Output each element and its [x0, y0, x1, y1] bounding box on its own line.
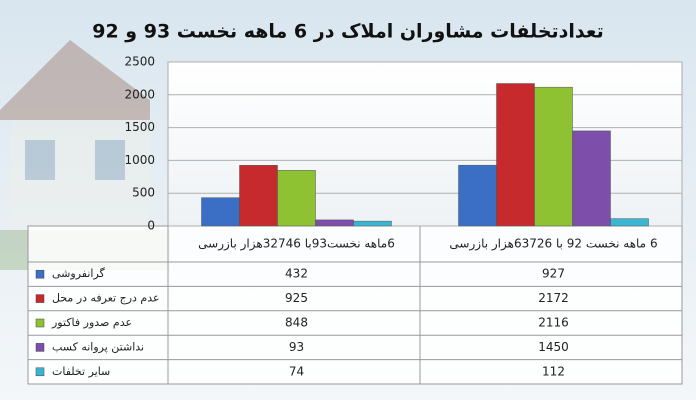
table-value: 432 [285, 267, 308, 281]
legend-swatch [35, 294, 45, 303]
bar [201, 197, 240, 227]
bar [458, 164, 497, 227]
bar [496, 83, 535, 227]
bar [353, 220, 392, 227]
y-tick-label: 2000 [124, 87, 155, 101]
bar [315, 219, 354, 227]
table-value: 1450 [538, 340, 569, 354]
legend-label: گرانفروشی [52, 267, 106, 280]
y-tick-label: 1500 [124, 120, 155, 134]
legend-swatch [35, 318, 45, 328]
y-tick-label: 2500 [124, 55, 155, 69]
table-value: 927 [542, 267, 565, 281]
table-value: 112 [542, 364, 565, 378]
table-value: 2116 [538, 316, 569, 330]
category-label: 6ماهه نخست93با 32746هزار بازرسی [198, 237, 395, 252]
table-value: 925 [285, 291, 308, 305]
table-value: 2172 [538, 291, 569, 305]
bar [610, 218, 649, 227]
legend-label: عدم درج تعرفه در محل [52, 292, 160, 305]
bar [534, 86, 573, 227]
table-value: 93 [289, 340, 304, 354]
y-tick-label: 500 [132, 186, 155, 200]
bar [277, 170, 316, 227]
table-value: 74 [289, 364, 304, 378]
legend-swatch [35, 367, 45, 377]
legend-swatch [35, 269, 45, 279]
legend-label: عدم صدور فاکتور [51, 316, 132, 329]
y-tick-label: 1000 [124, 153, 155, 167]
bar [239, 165, 278, 227]
legend-label: سایر تخلفات [52, 365, 110, 378]
legend-swatch [35, 343, 45, 352]
y-tick-label: 0 [147, 219, 155, 233]
category-label: 6 ماهه نخست 92 با 63726هزار بازرسی [449, 237, 657, 252]
bar [572, 130, 611, 227]
legend-label: نداشتن پروانه کسب [52, 340, 144, 353]
chart-title: تعدادتخلفات مشاوران املاک در 6 ماهه نخست… [92, 21, 604, 43]
table-value: 848 [285, 316, 308, 330]
